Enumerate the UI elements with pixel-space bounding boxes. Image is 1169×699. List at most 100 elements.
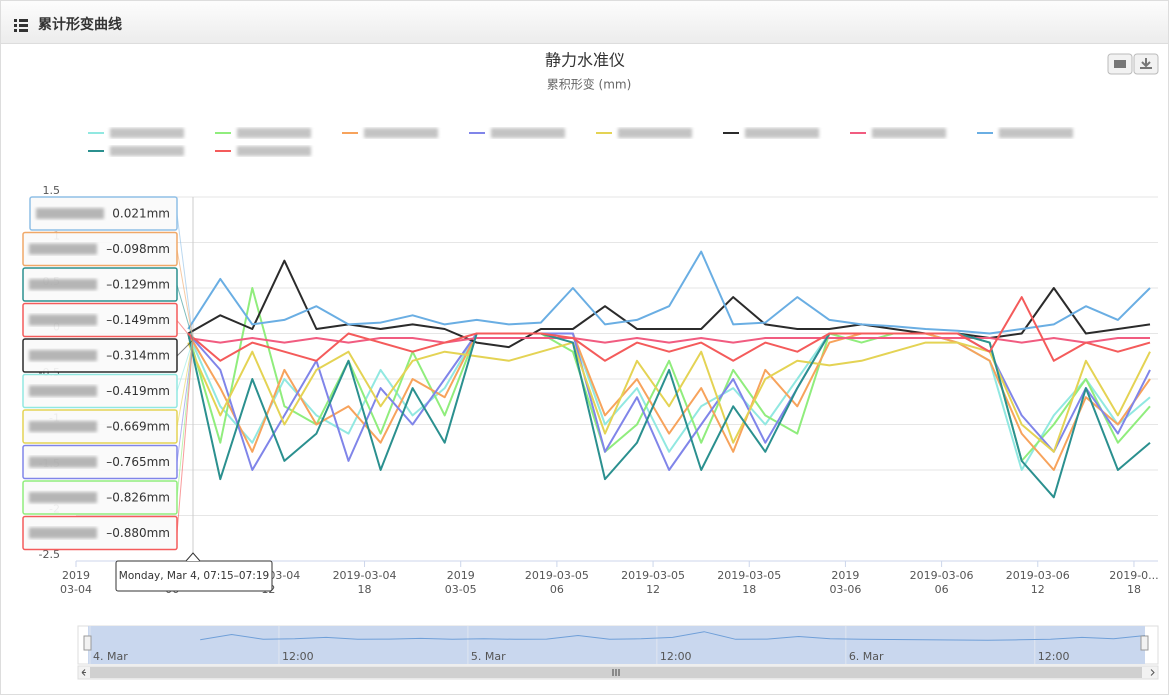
x-tick-label: 2019 xyxy=(447,569,475,582)
tooltip-name-blurred xyxy=(36,208,104,219)
x-tick-label: 2019 xyxy=(62,569,90,582)
list-icon xyxy=(14,19,28,32)
legend-label-blurred xyxy=(999,128,1073,138)
x-tick-label: 03-05 xyxy=(445,583,477,596)
navigator-mask xyxy=(88,626,1145,664)
legend-label-blurred xyxy=(110,128,184,138)
navigator-tick-label: 5. Mar xyxy=(471,650,506,663)
x-tick-label: 2019-03-05 xyxy=(621,569,685,582)
navigator-line xyxy=(200,631,1146,641)
tooltip-name-blurred xyxy=(29,243,97,255)
tooltip-name-blurred xyxy=(29,421,97,432)
x-tick-label: 06 xyxy=(550,583,564,596)
tooltip-value: –0.419mm xyxy=(106,384,170,398)
tooltip-value: –0.669mm xyxy=(106,420,170,434)
tooltip-name-blurred xyxy=(29,385,97,397)
y-tick-label: 1.5 xyxy=(43,184,61,197)
tooltip-connector xyxy=(176,249,194,341)
tooltip-name-blurred xyxy=(29,527,97,539)
tooltip: 0.021mm –0.098mm –0.129mm –0.149mm –0.314mm –… xyxy=(22,196,273,592)
tooltip-box xyxy=(22,231,178,267)
navigator-tick-label: 12:00 xyxy=(660,650,692,663)
legend-label-blurred xyxy=(110,146,184,156)
x-tick-label: 2019 xyxy=(831,569,859,582)
legend-label-blurred xyxy=(491,128,565,138)
tooltip-connector xyxy=(176,284,194,341)
tooltip-name-blurred xyxy=(29,314,97,326)
series-line xyxy=(187,332,1151,499)
tooltip-box xyxy=(22,444,178,480)
x-tick-label: 12 xyxy=(646,583,660,596)
tooltip-value: –0.765mm xyxy=(106,455,170,469)
x-tick-label: 18 xyxy=(1127,583,1141,596)
panel-header xyxy=(0,0,1169,44)
legend-label-blurred xyxy=(237,128,311,138)
tooltip-box xyxy=(22,515,178,551)
series-line xyxy=(187,250,1151,335)
navigator-tick-label: 12:00 xyxy=(1038,650,1070,663)
x-tick-label: 12 xyxy=(1031,583,1045,596)
chart-title: 静力水准仪 xyxy=(545,51,625,70)
tooltip-box xyxy=(22,267,178,302)
tooltip-name-blurred xyxy=(29,456,97,468)
tooltip-header-arrow xyxy=(185,552,201,562)
scrollbar-grip xyxy=(612,669,620,676)
tooltip-connector xyxy=(176,320,194,341)
tooltip-value: –0.129mm xyxy=(106,278,170,292)
tooltip-value: –0.149mm xyxy=(106,313,170,327)
navigator-tick-label: 4. Mar xyxy=(93,650,128,663)
tooltip-connector xyxy=(176,213,194,341)
tooltip-value: 0.021mm xyxy=(112,207,170,221)
print-button[interactable] xyxy=(1107,53,1133,75)
tooltip-connector xyxy=(176,339,194,392)
series-group xyxy=(187,250,1151,499)
tooltip-value: –0.314mm xyxy=(106,349,170,363)
tooltip-connector xyxy=(176,339,194,534)
plot-area: -2.5-2-1.5-1-0.500.511.5201903-042019-03… xyxy=(39,184,1159,596)
x-tick-label: 2019-03-05 xyxy=(717,569,781,582)
x-tick-label: 2019-03-06 xyxy=(1006,569,1070,582)
x-tick-label: 18 xyxy=(742,583,756,596)
tooltip-box xyxy=(22,338,178,373)
tooltip-value: –0.880mm xyxy=(106,526,170,540)
navigator-handle-left[interactable] xyxy=(83,635,92,651)
series-line xyxy=(187,296,1151,362)
tooltip-header: Monday, Mar 4, 07:15–07:19 xyxy=(119,570,269,582)
legend-label-blurred xyxy=(364,128,438,138)
x-tick-label: 18 xyxy=(358,583,372,596)
chart-subtitle: 累积形变 (mm) xyxy=(547,77,632,92)
tooltip-box xyxy=(22,480,178,515)
tooltip-box xyxy=(22,409,178,444)
download-button[interactable] xyxy=(1133,53,1159,75)
x-tick-label: 06 xyxy=(935,583,949,596)
legend-label-blurred xyxy=(745,128,819,138)
tooltip-name-blurred xyxy=(29,350,97,361)
tooltip-value: –0.098mm xyxy=(106,242,170,256)
navigator: 4. Mar 12:00 5. Mar 12:00 6. Mar 12:00 xyxy=(77,625,1159,680)
x-tick-label: 03-06 xyxy=(829,583,861,596)
navigator-tick-label: 6. Mar xyxy=(849,650,884,663)
legend-label-blurred xyxy=(872,128,946,138)
x-tick-label: 2019-03-06 xyxy=(910,569,974,582)
scrollbar-right-arrow[interactable] xyxy=(1150,669,1155,676)
tooltip-connector xyxy=(176,339,194,463)
tooltip-name-blurred xyxy=(29,492,97,503)
navigator-tick-label: 12:00 xyxy=(282,650,314,663)
tooltip-name-blurred xyxy=(29,279,97,290)
tooltip-connector xyxy=(176,339,194,357)
x-tick-label: 03-04 xyxy=(60,583,92,596)
x-tick-label: 2019-03-04 xyxy=(333,569,397,582)
navigator-handle-right[interactable] xyxy=(1140,635,1149,651)
tooltip-value: –0.826mm xyxy=(106,491,170,505)
tooltip-connector xyxy=(176,339,194,428)
tooltip-box xyxy=(22,373,178,409)
series-line xyxy=(187,332,1151,471)
scrollbar-left-arrow[interactable] xyxy=(81,669,86,676)
x-tick-label: 2019-03-05 xyxy=(525,569,589,582)
legend-label-blurred xyxy=(618,128,692,138)
series-line xyxy=(188,337,1150,344)
legend-label-blurred xyxy=(237,146,311,156)
x-tick-label: 2019-0... xyxy=(1109,569,1158,582)
legend xyxy=(88,128,1073,156)
